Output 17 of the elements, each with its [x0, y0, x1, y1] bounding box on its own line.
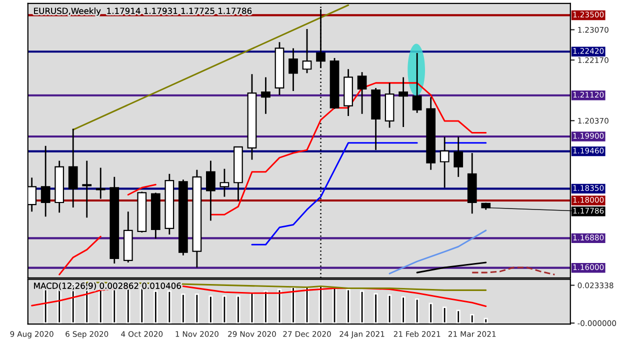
candlestick: [96, 167, 106, 200]
candlestick: [40, 145, 50, 218]
candlestick: [261, 76, 270, 115]
candlestick: [440, 136, 450, 188]
candlestick: [357, 71, 367, 115]
candlestick: [288, 48, 298, 92]
line-series: [388, 230, 487, 274]
candlestick: [206, 160, 216, 222]
line-series: [471, 266, 556, 276]
candlestick: [220, 168, 230, 198]
candlestick: [82, 160, 92, 218]
candlestick: [302, 28, 312, 74]
candlestick: [412, 52, 422, 114]
candlestick: [454, 136, 464, 178]
chart-title: EURUSD,Weekly 1.17914 1.17931 1.17725 1.17786: [34, 8, 252, 16]
candlestick: [68, 128, 78, 208]
candlestick: [398, 76, 408, 128]
